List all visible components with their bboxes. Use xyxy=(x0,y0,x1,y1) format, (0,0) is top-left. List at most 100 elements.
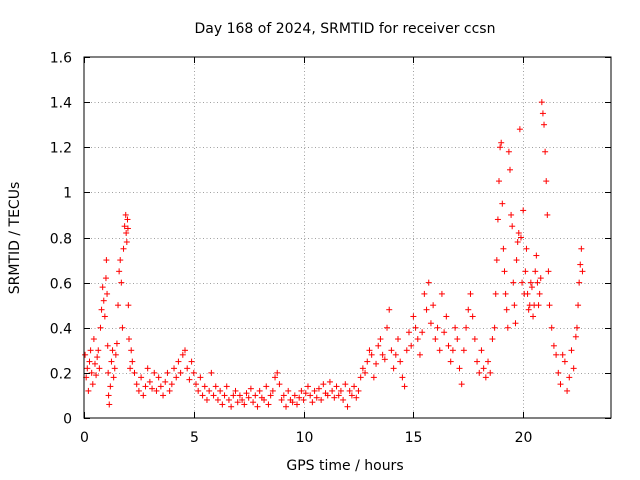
data-point xyxy=(236,392,243,399)
data-point xyxy=(501,268,508,275)
data-point xyxy=(449,347,456,354)
data-point xyxy=(575,302,582,309)
data-point xyxy=(381,356,388,363)
x-tick-label: 15 xyxy=(405,430,423,446)
data-point xyxy=(416,351,423,358)
data-point xyxy=(573,324,580,331)
data-point xyxy=(104,342,111,349)
data-point xyxy=(146,378,153,385)
data-point xyxy=(523,245,530,252)
data-point xyxy=(149,385,156,392)
data-point xyxy=(123,239,130,246)
data-point xyxy=(579,268,586,275)
data-point xyxy=(388,347,395,354)
data-point xyxy=(126,336,133,343)
data-point xyxy=(85,387,92,394)
data-point xyxy=(214,396,221,403)
data-point xyxy=(223,383,230,390)
data-point xyxy=(405,329,412,336)
data-point xyxy=(572,333,579,340)
data-point xyxy=(542,148,549,155)
data-point xyxy=(280,392,287,399)
data-point xyxy=(144,365,151,372)
data-point xyxy=(289,399,296,406)
data-point xyxy=(514,239,521,246)
data-point xyxy=(109,347,116,354)
data-point xyxy=(494,216,501,223)
data-point xyxy=(329,387,336,394)
data-point xyxy=(87,347,94,354)
data-point xyxy=(225,396,232,403)
data-point xyxy=(370,374,377,381)
data-point xyxy=(373,360,380,367)
data-point xyxy=(197,374,204,381)
data-point xyxy=(125,302,132,309)
data-point xyxy=(432,336,439,343)
data-point xyxy=(342,381,349,388)
data-point xyxy=(366,347,373,354)
data-point xyxy=(93,372,100,379)
data-point xyxy=(491,324,498,331)
data-point xyxy=(315,385,322,392)
data-point xyxy=(101,313,108,320)
data-point xyxy=(254,403,261,410)
data-point xyxy=(89,381,96,388)
y-tick-labels: 0 0.2 0.4 0.6 0.8 1 1.2 1.4 1.6 xyxy=(50,51,72,428)
data-point xyxy=(535,302,542,309)
data-point xyxy=(469,313,476,320)
data-point xyxy=(175,358,182,365)
data-point xyxy=(82,351,89,358)
data-point xyxy=(390,365,397,372)
data-point xyxy=(261,396,268,403)
data-point xyxy=(492,290,499,297)
data-point xyxy=(157,383,164,390)
data-point xyxy=(511,302,518,309)
data-point xyxy=(463,324,470,331)
data-point xyxy=(206,387,213,394)
data-point xyxy=(403,347,410,354)
data-point xyxy=(184,365,191,372)
data-point xyxy=(375,342,382,349)
data-point xyxy=(397,358,404,365)
data-point xyxy=(533,252,540,259)
data-point xyxy=(164,369,171,376)
data-point xyxy=(487,369,494,376)
data-point xyxy=(272,374,279,381)
data-point xyxy=(497,144,504,151)
data-point xyxy=(496,178,503,185)
data-point xyxy=(245,394,252,401)
data-point xyxy=(536,290,543,297)
data-point xyxy=(324,392,331,399)
data-point xyxy=(247,385,254,392)
data-point xyxy=(364,358,371,365)
data-point xyxy=(576,279,583,286)
data-point xyxy=(480,365,487,372)
data-point xyxy=(97,324,104,331)
data-point xyxy=(274,369,281,376)
data-point xyxy=(377,336,384,343)
data-point xyxy=(106,401,113,408)
data-point xyxy=(228,403,235,410)
x-axis-label: GPS time / hours xyxy=(286,458,403,474)
data-point xyxy=(410,313,417,320)
data-point xyxy=(108,358,115,365)
data-point xyxy=(171,365,178,372)
y-tick-label: 0.6 xyxy=(50,277,72,293)
y-tick-label: 1 xyxy=(63,186,72,202)
data-point xyxy=(100,297,107,304)
data-point xyxy=(476,369,483,376)
data-point xyxy=(285,387,292,394)
data-point xyxy=(553,351,560,358)
data-point xyxy=(530,313,537,320)
x-tick-label: 5 xyxy=(190,430,199,446)
data-point xyxy=(291,392,298,399)
data-point xyxy=(102,275,109,282)
data-point xyxy=(298,387,305,394)
data-point xyxy=(458,381,465,388)
data-point xyxy=(124,216,131,223)
data-point xyxy=(88,369,95,376)
data-point xyxy=(362,369,369,376)
data-point xyxy=(104,290,111,297)
data-point xyxy=(234,399,241,406)
